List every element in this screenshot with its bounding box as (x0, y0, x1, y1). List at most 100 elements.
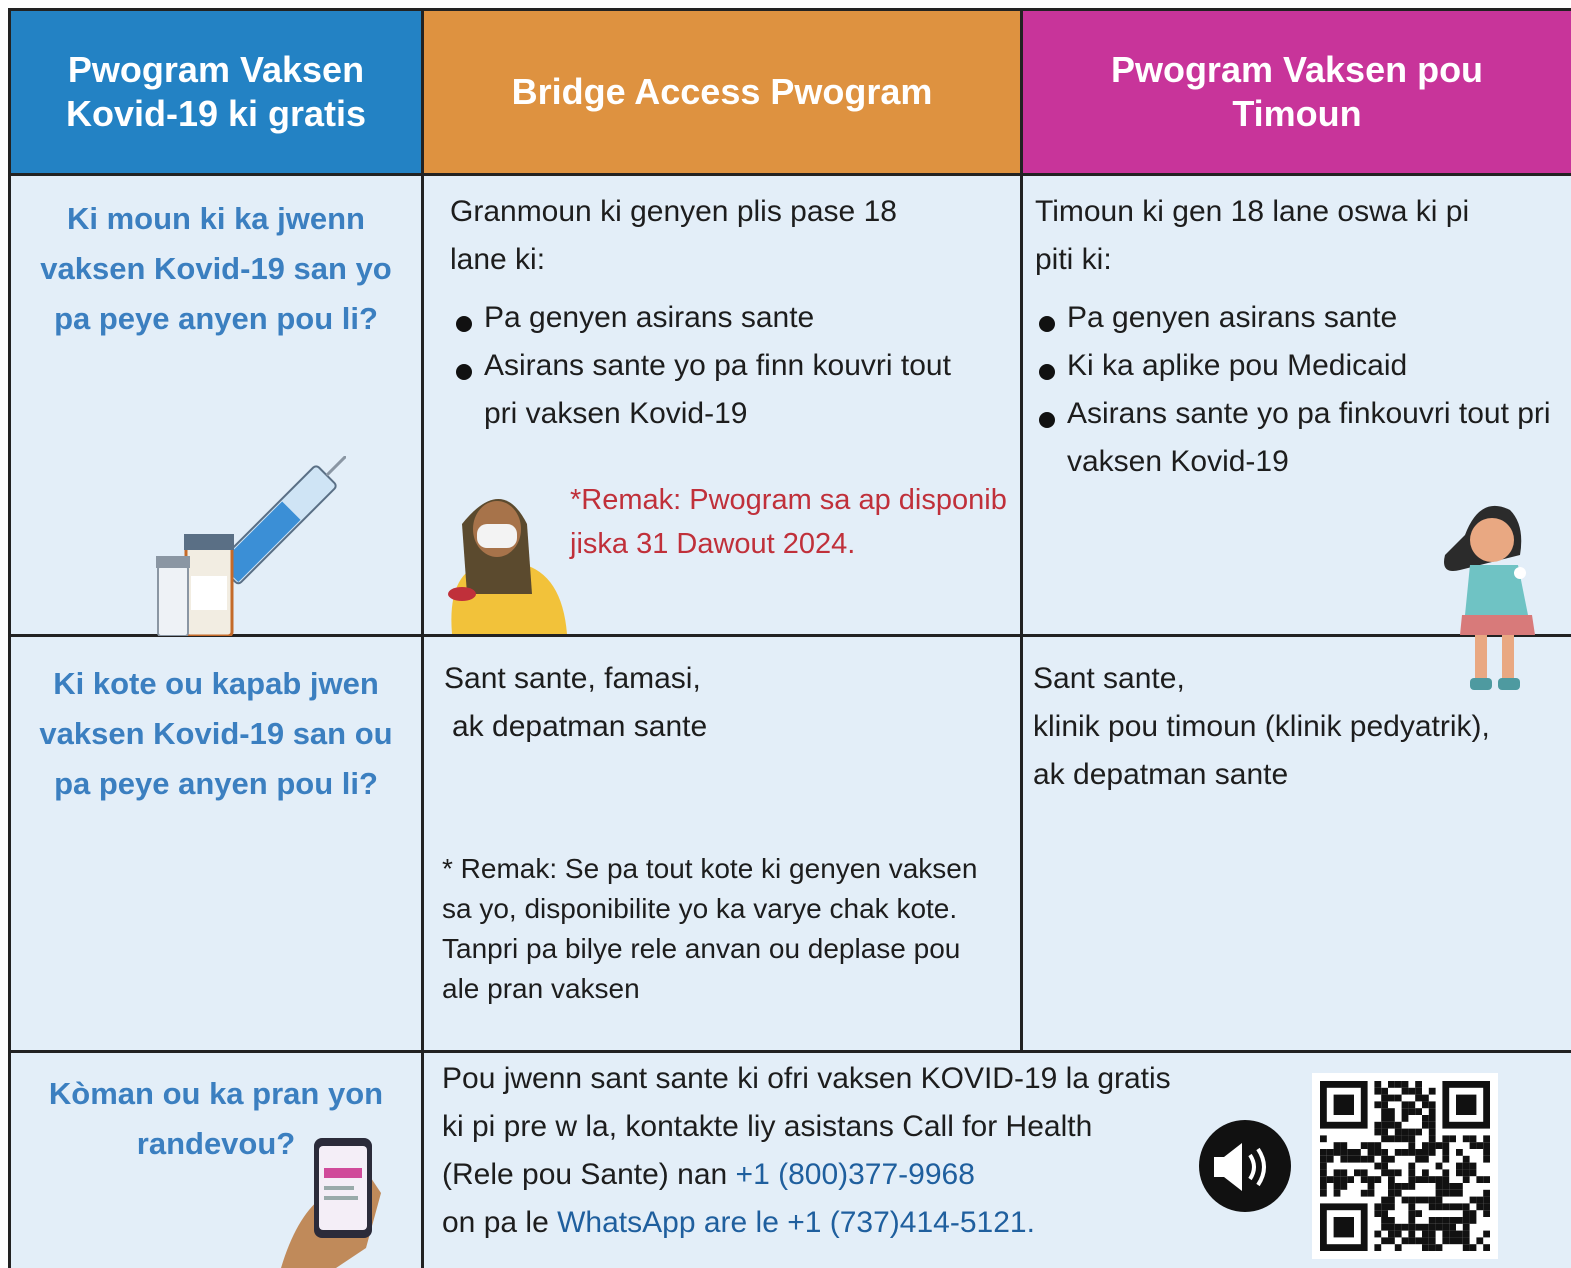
qr-module (1388, 1237, 1395, 1245)
bullet-list: Pa genyen asirans sante Ki ka aplike pou… (1035, 294, 1555, 486)
qr-module (1360, 1189, 1368, 1197)
qr-module (1408, 1128, 1416, 1136)
qr-module (1333, 1176, 1341, 1183)
qr-module (1394, 1128, 1402, 1136)
qr-module (1483, 1189, 1490, 1197)
remark: * Remak: Se pa tout kote ki genyen vakse… (442, 853, 978, 1004)
qr-module (1408, 1196, 1416, 1204)
phone-illustration (281, 1138, 381, 1268)
qr-module (1428, 1217, 1436, 1224)
bullet-list: Pa genyen asirans sante Asirans sante yo… (452, 294, 992, 438)
vaccine-illustration (156, 456, 346, 636)
qr-module (1401, 1081, 1409, 1088)
question: Kòman ou ka pran yon randevou? (48, 1076, 384, 1161)
qr-module (1401, 1149, 1409, 1156)
qr-module (1476, 1196, 1484, 1204)
qr-module (1442, 1230, 1450, 1238)
qr-module (1381, 1217, 1388, 1224)
girl-illustration (1444, 505, 1535, 690)
qr-module (1442, 1189, 1450, 1197)
question: Ki kote ou kapab jwen vaksen Kovid-19 sa… (39, 666, 393, 801)
qr-module (1388, 1217, 1395, 1224)
qr-module (1428, 1115, 1436, 1122)
qr-module (1320, 1155, 1327, 1163)
qr-module (1442, 1223, 1450, 1231)
qr-module (1422, 1176, 1429, 1183)
qr-module (1456, 1169, 1463, 1177)
qr-module (1469, 1135, 1477, 1143)
qr-module (1462, 1203, 1470, 1211)
qr-module (1428, 1223, 1436, 1231)
whatsapp-link[interactable]: WhatsApp are le +1 (737)414-5121. (557, 1206, 1035, 1239)
qr-module (1333, 1149, 1341, 1156)
bridge-cell: Granmoun ki genyen plis pase 18 lane ki:… (424, 176, 1023, 637)
qr-module (1435, 1176, 1443, 1183)
contact-cell: Pou jwenn sant sante ki ofri vaksen KOVI… (424, 1053, 1571, 1268)
remark: *Remak: Pwogram sa ap disponib jiska 31 … (570, 484, 1007, 560)
qr-module (1408, 1203, 1416, 1211)
qr-module (1462, 1210, 1470, 1217)
woman-illustration (448, 499, 567, 634)
location-line: Sant sante, famasi, (444, 662, 701, 695)
qr-module (1320, 1135, 1327, 1143)
qr-module (1435, 1196, 1443, 1204)
qr-module (1388, 1094, 1395, 1102)
qr-module (1381, 1135, 1388, 1143)
qr-code[interactable] (1312, 1073, 1498, 1259)
qr-module (1367, 1155, 1375, 1163)
qr-module (1456, 1203, 1463, 1211)
qr-module (1483, 1230, 1490, 1238)
qr-module (1469, 1196, 1477, 1204)
header-text: Bridge Access Pwogram (511, 71, 933, 112)
qr-module (1388, 1115, 1395, 1122)
qr-module (1401, 1223, 1409, 1231)
qr-module (1462, 1223, 1470, 1231)
intro: Granmoun ki genyen plis pase 18 lane ki: (450, 195, 897, 276)
qr-module (1415, 1081, 1422, 1088)
bridge-cell: Sant sante, famasi, ak depatman sante * … (424, 637, 1023, 1053)
qr-module (1340, 1176, 1348, 1183)
question-cell: Ki moun ki ka jwenn vaksen Kovid-19 san … (8, 176, 424, 637)
qr-module (1381, 1094, 1388, 1102)
question-cell: Kòman ou ka pran yon randevou? (8, 1053, 424, 1268)
qr-module (1442, 1237, 1450, 1245)
locations: Sant sante, famasi, ak depatman sante (444, 655, 1004, 751)
qr-module (1408, 1169, 1416, 1177)
qr-module (1469, 1210, 1477, 1217)
qr-module (1360, 1142, 1368, 1149)
qr-module (1320, 1183, 1327, 1190)
qr-module (1381, 1155, 1388, 1163)
qr-module (1408, 1135, 1416, 1143)
qr-module (1401, 1115, 1409, 1122)
qr-module (1408, 1108, 1416, 1115)
question: Ki moun ki ka jwenn vaksen Kovid-19 san … (40, 201, 392, 336)
qr-module (1320, 1162, 1327, 1170)
qr-module (1449, 1223, 1456, 1231)
header-cell: Pwogram Vaksen Kovid-19 ki gratis (8, 8, 424, 176)
qr-module (1456, 1189, 1463, 1197)
qr-module (1415, 1223, 1422, 1231)
qr-module (1422, 1115, 1429, 1122)
qr-module (1374, 1203, 1382, 1211)
locations: Sant sante, klinik pou timoun (klinik pe… (1033, 655, 1563, 799)
qr-module (1428, 1101, 1436, 1109)
qr-module (1401, 1183, 1409, 1190)
qr-module (1381, 1162, 1388, 1170)
qr-module (1394, 1094, 1402, 1102)
qr-module (1435, 1162, 1443, 1170)
qr-module (1354, 1169, 1361, 1177)
qr-module (1476, 1176, 1484, 1183)
qr-module (1381, 1121, 1388, 1129)
qr-module (1394, 1183, 1402, 1190)
qr-module (1462, 1135, 1470, 1143)
qr-module (1476, 1142, 1484, 1149)
qr-module (1340, 1183, 1348, 1190)
contact-text: Pou jwenn sant sante ki ofri vaksen KOVI… (442, 1055, 1262, 1247)
header-cell: Bridge Access Pwogram (424, 8, 1023, 176)
qr-module (1422, 1149, 1429, 1156)
qr-module (1408, 1162, 1416, 1170)
qr-module (1415, 1149, 1422, 1156)
phone-link[interactable]: +1 (800)377-9968 (735, 1158, 975, 1191)
audio-button[interactable] (1198, 1119, 1292, 1213)
qr-module (1469, 1244, 1477, 1251)
